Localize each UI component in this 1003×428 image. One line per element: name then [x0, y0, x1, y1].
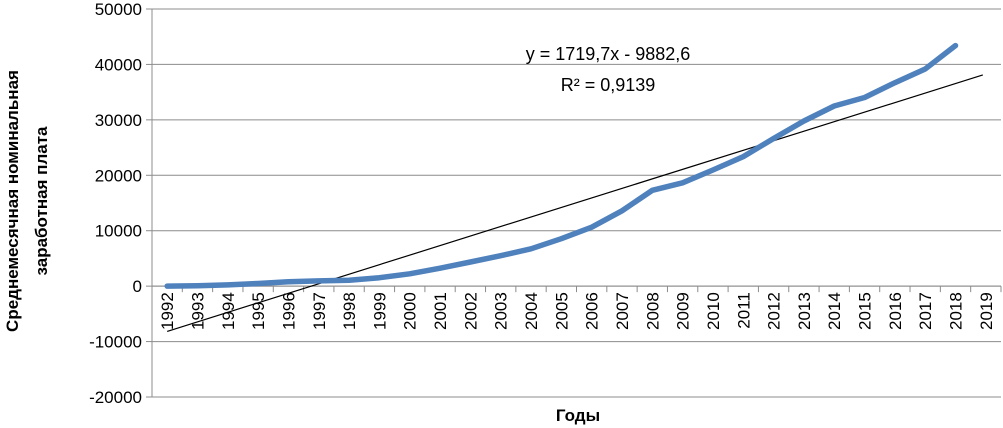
y-tick-label: 50000	[95, 0, 142, 19]
x-tick-label: 2008	[643, 292, 662, 330]
x-tick-label: 2012	[765, 292, 784, 330]
series	[164, 42, 959, 289]
x-tick-label: 2006	[583, 292, 602, 330]
trendline-r2: R² = 0,9139	[561, 75, 656, 95]
x-axis-title: Годы	[556, 406, 600, 425]
x-tick-label: 2019	[977, 292, 996, 330]
axes	[146, 8, 1002, 398]
y-tick-labels: -20000 -10000 0 10000 20000 30000 40000 50000	[89, 0, 142, 407]
x-tick-label: 1997	[310, 292, 329, 330]
x-tick-label: 1995	[249, 292, 268, 330]
y-tick-label: 30000	[95, 111, 142, 130]
x-tick-label: 1992	[158, 292, 177, 330]
x-tick-label: 2017	[916, 292, 935, 330]
x-tick-label: 2014	[825, 292, 844, 330]
y-axis-title-line2: заработная плата	[32, 126, 51, 276]
x-tick-label: 2004	[522, 292, 541, 330]
x-tick-label: 2007	[613, 292, 632, 330]
trendline-equation: y = 1719,7x - 9882,6	[526, 44, 691, 64]
x-tick-label: 2001	[431, 292, 450, 330]
series-line	[164, 42, 959, 289]
y-tick-label: -20000	[89, 388, 142, 407]
x-tick-labels: 1992 1993 1994 1995 1996 1997 1998 1999 2000 2001…	[158, 292, 996, 330]
y-tick-label: -10000	[89, 333, 142, 352]
y-tick-label: 20000	[95, 166, 142, 185]
x-tick-label: 2016	[886, 292, 905, 330]
x-tick-label: 2000	[401, 292, 420, 330]
y-tick-label: 40000	[95, 55, 142, 74]
x-tick-label: 2011	[734, 292, 753, 329]
x-tick-label: 1998	[340, 292, 359, 330]
x-tick-label: 1994	[219, 292, 238, 330]
x-tick-label: 1999	[370, 292, 389, 330]
y-tick-label: 0	[133, 277, 142, 296]
x-tick-label: 2010	[704, 292, 723, 330]
x-tick-label: 2018	[947, 292, 966, 330]
x-tick-label: 2013	[795, 292, 814, 330]
x-tick-label: 2002	[461, 292, 480, 330]
x-tick-label: 2009	[674, 292, 693, 330]
x-tick-label: 1996	[279, 292, 298, 330]
x-tick-label: 2005	[552, 292, 571, 330]
y-axis-title-line1: Среднемесячная номинальная	[3, 70, 22, 332]
y-tick-label: 10000	[95, 222, 142, 241]
x-tick-label: 2015	[856, 292, 875, 330]
x-tick-label: 2003	[492, 292, 511, 330]
trendline	[166, 74, 983, 332]
trendline-line	[166, 74, 983, 332]
